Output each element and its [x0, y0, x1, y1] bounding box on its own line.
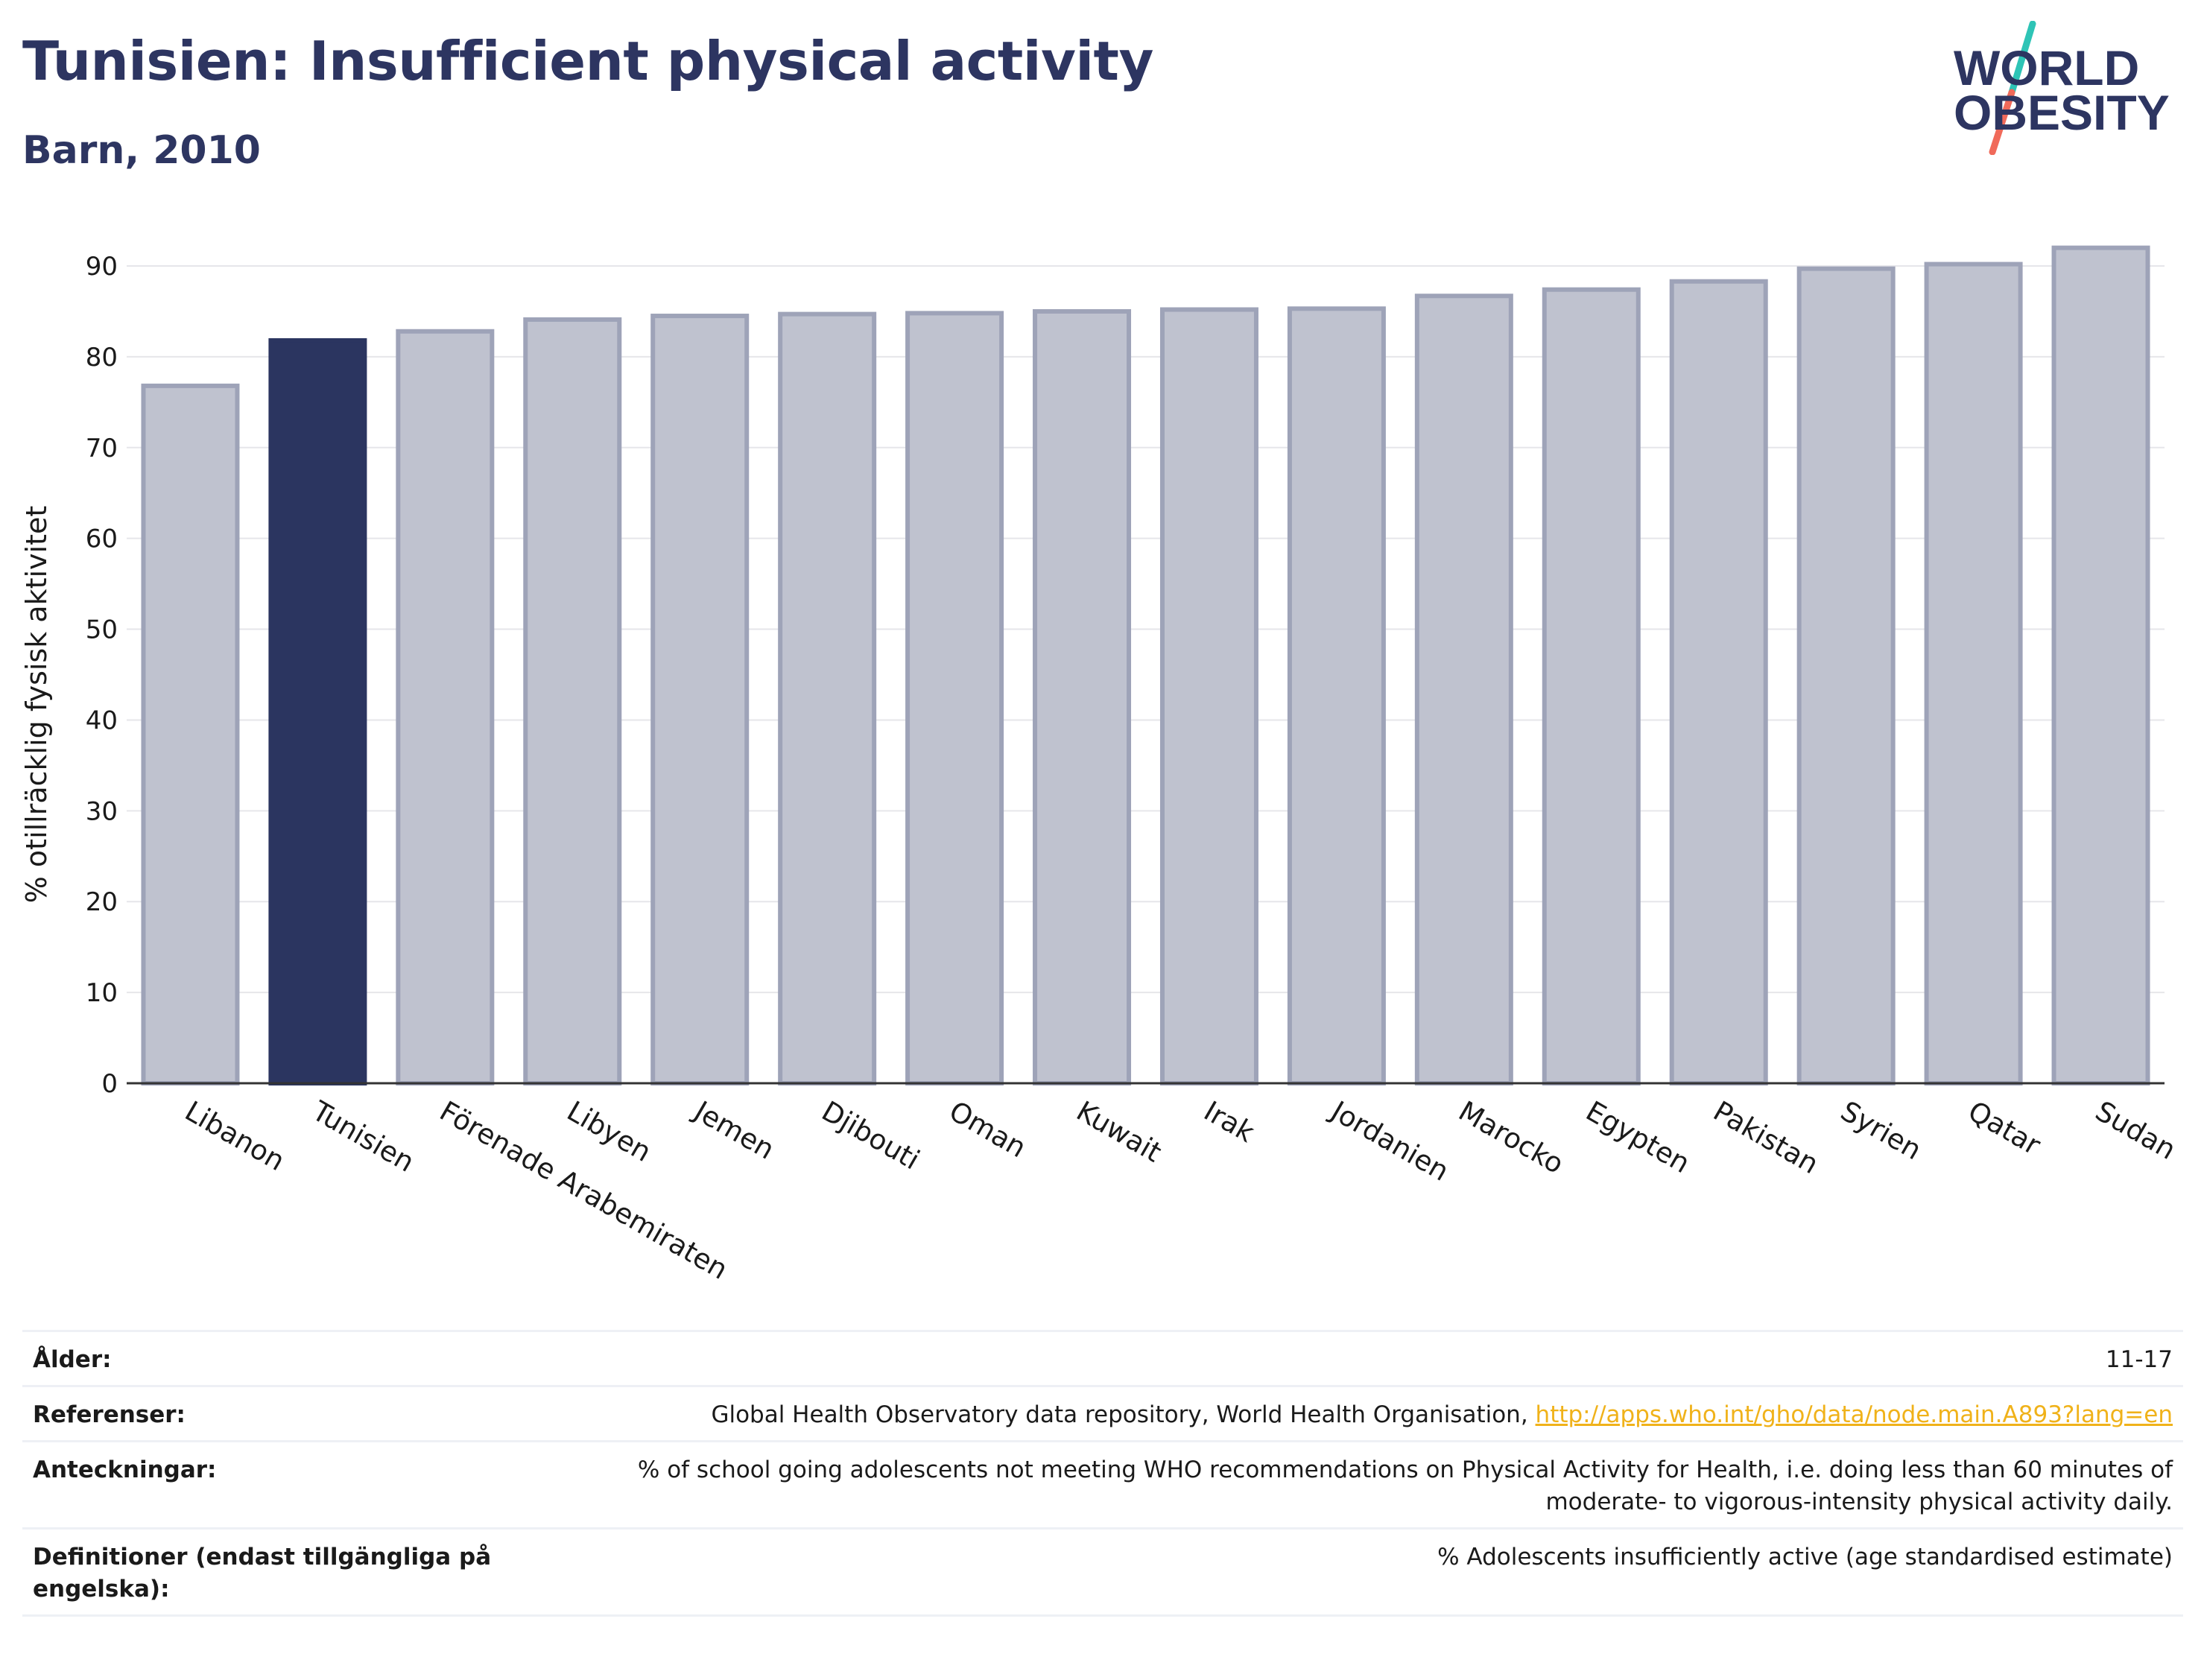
bar-syrien — [1796, 266, 1896, 1086]
bar-egypten — [1542, 287, 1641, 1085]
bar-oman — [905, 311, 1004, 1086]
y-axis-title: % otillräcklig fysisk aktivitet — [20, 506, 53, 904]
x-tick-label: Jordanien — [1325, 1094, 1454, 1188]
y-tick-label: 60 — [86, 524, 118, 554]
y-tick-label: 50 — [86, 615, 118, 645]
x-tick-label: Marocko — [1453, 1095, 1569, 1181]
page-title: Tunisien: Insufficient physical activity — [22, 30, 1153, 92]
x-tick-label: Pakistan — [1708, 1095, 1824, 1181]
bar-djibouti — [778, 311, 877, 1086]
x-tick-label: Jemen — [688, 1094, 780, 1166]
x-tick-label: Kuwait — [1071, 1095, 1168, 1169]
reference-link[interactable]: http://apps.who.int/gho/data/node.main.A… — [1535, 1401, 2173, 1428]
info-row-definitions: Definitioner (endast tillgängliga på eng… — [22, 1527, 2183, 1617]
info-value: 11-17 — [520, 1330, 2183, 1386]
x-tick-label: Syrien — [1835, 1095, 1927, 1167]
category-labels: Libanon Tunisien Förenade ArabemiratenLiby… — [180, 1094, 2181, 1286]
world-obesity-logo: WORLD OBESITY — [1937, 21, 2191, 155]
logo-slash-icon — [1989, 21, 2036, 155]
bar-pakistan — [1669, 279, 1768, 1086]
info-value: % of school going adolescents not meetin… — [520, 1440, 2183, 1529]
info-label: Referenser: — [22, 1385, 520, 1442]
info-value: Global Health Observatory data repositor… — [520, 1385, 2183, 1442]
info-label: Anteckningar: — [22, 1440, 520, 1529]
y-tick-label: 90 — [86, 252, 118, 282]
x-tick-label: Libanon — [180, 1095, 290, 1178]
info-label: Ålder: — [22, 1330, 520, 1386]
bar-irak — [1159, 307, 1258, 1085]
x-tick-label: Djibouti — [817, 1095, 925, 1176]
bars — [141, 245, 2150, 1086]
bar-marocko — [1414, 294, 1513, 1085]
x-tick-label: Tunisien — [306, 1094, 419, 1179]
y-tick-label: 30 — [86, 796, 118, 826]
y-tick-label: 40 — [86, 706, 118, 735]
bar-libanon — [141, 383, 240, 1086]
bar-qatar — [1924, 261, 2023, 1085]
y-tick-label: 80 — [86, 343, 118, 373]
bar-jemen — [650, 314, 750, 1085]
bar-chart: 0 10 20 30 40 50 60 70 80 90 Libanon Tunisien Fören… — [20, 245, 2181, 1286]
x-tick-label: Qatar — [1963, 1095, 2046, 1162]
x-tick-label: Oman — [944, 1095, 1032, 1164]
y-tick-label: 20 — [86, 887, 118, 917]
info-row-age: Ålder: 11-17 — [22, 1330, 2183, 1386]
y-tick-label: 0 — [101, 1069, 118, 1099]
x-tick-label: Sudan — [2090, 1095, 2181, 1167]
x-tick-label: Egypten — [1580, 1095, 1695, 1180]
x-tick-label: Irak — [1198, 1095, 1260, 1150]
page-subtitle: Barn, 2010 — [22, 128, 261, 173]
bar-libyen — [523, 317, 622, 1086]
info-label: Definitioner (endast tillgängliga på eng… — [22, 1527, 520, 1617]
bar-f-renade-arabemiraten — [396, 329, 495, 1085]
info-value: % Adolescents insufficiently active (age… — [520, 1527, 2183, 1617]
y-tick-labels: 0 10 20 30 40 50 60 70 80 90 — [86, 252, 118, 1099]
bar-tunisien — [268, 337, 367, 1085]
info-table: Ålder: 11-17 Referenser: Global Health O… — [22, 1330, 2183, 1617]
y-tick-label: 70 — [86, 434, 118, 463]
x-tick-label: Libyen — [562, 1095, 657, 1168]
info-row-references: Referenser: Global Health Observatory da… — [22, 1385, 2183, 1442]
bar-sudan — [2051, 245, 2150, 1086]
bar-kuwait — [1033, 308, 1132, 1085]
logo-line-1: WORLD — [1954, 40, 2140, 95]
info-row-notes: Anteckningar: % of school going adolesce… — [22, 1440, 2183, 1529]
y-tick-label: 10 — [86, 978, 118, 1008]
logo-line-2: OBESITY — [1954, 85, 2170, 140]
bar-jordanien — [1287, 306, 1386, 1086]
reference-text: Global Health Observatory data repositor… — [711, 1401, 1536, 1428]
